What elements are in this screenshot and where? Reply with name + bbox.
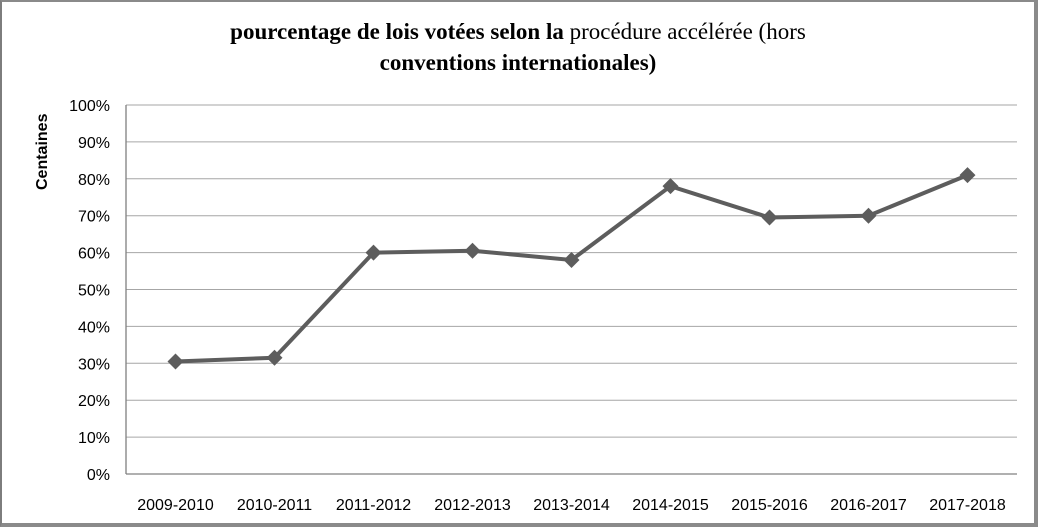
x-tick-label: 2012-2013 bbox=[434, 497, 511, 514]
chart-title: pourcentage de lois votées selon la proc… bbox=[2, 16, 1034, 78]
diamond-marker bbox=[464, 242, 481, 259]
y-tick-label: 10% bbox=[78, 430, 110, 447]
x-tick-label: 2009-2010 bbox=[137, 497, 214, 514]
y-tick-label: 50% bbox=[78, 283, 110, 300]
chart-title-segment-bold-2: conventions internationales) bbox=[379, 50, 657, 75]
x-tick-label: 2013-2014 bbox=[533, 497, 610, 514]
x-tick-label: 2014-2015 bbox=[632, 497, 709, 514]
y-tick-label: 20% bbox=[78, 393, 110, 410]
x-tick-label: 2011-2012 bbox=[336, 497, 411, 514]
diamond-marker bbox=[761, 209, 778, 226]
y-tick-label: 70% bbox=[78, 209, 110, 226]
x-tick-label: 2010-2011 bbox=[237, 497, 312, 514]
diamond-marker bbox=[167, 353, 184, 370]
y-tick-label: 80% bbox=[78, 172, 110, 189]
diamond-marker bbox=[365, 244, 382, 261]
diamond-marker bbox=[662, 178, 679, 195]
y-axis-title: Centaines bbox=[34, 113, 51, 190]
y-tick-label: 100% bbox=[69, 98, 110, 115]
diamond-marker bbox=[860, 207, 877, 224]
y-tick-label: 90% bbox=[78, 135, 110, 152]
diamond-marker bbox=[959, 167, 976, 184]
x-tick-label: 2017-2018 bbox=[929, 497, 1006, 514]
chart-title-segment-regular: procédure accélérée (hors bbox=[569, 19, 806, 44]
y-tick-label: 0% bbox=[87, 467, 110, 484]
y-tick-label: 30% bbox=[78, 356, 110, 373]
chart-title-segment-bold-1: pourcentage de lois votées selon la bbox=[230, 19, 570, 44]
x-tick-label: 2015-2016 bbox=[731, 497, 808, 514]
diamond-marker bbox=[563, 251, 580, 268]
x-tick-label: 2016-2017 bbox=[830, 497, 907, 514]
y-tick-label: 60% bbox=[78, 246, 110, 263]
diamond-marker bbox=[266, 349, 283, 366]
y-tick-label: 40% bbox=[78, 319, 110, 336]
data-line bbox=[175, 173, 969, 364]
plot-area: 0% 10% 20% 30% 40% 50% 60% 70% 80% 90% 100% 2009-20… bbox=[69, 98, 1017, 514]
